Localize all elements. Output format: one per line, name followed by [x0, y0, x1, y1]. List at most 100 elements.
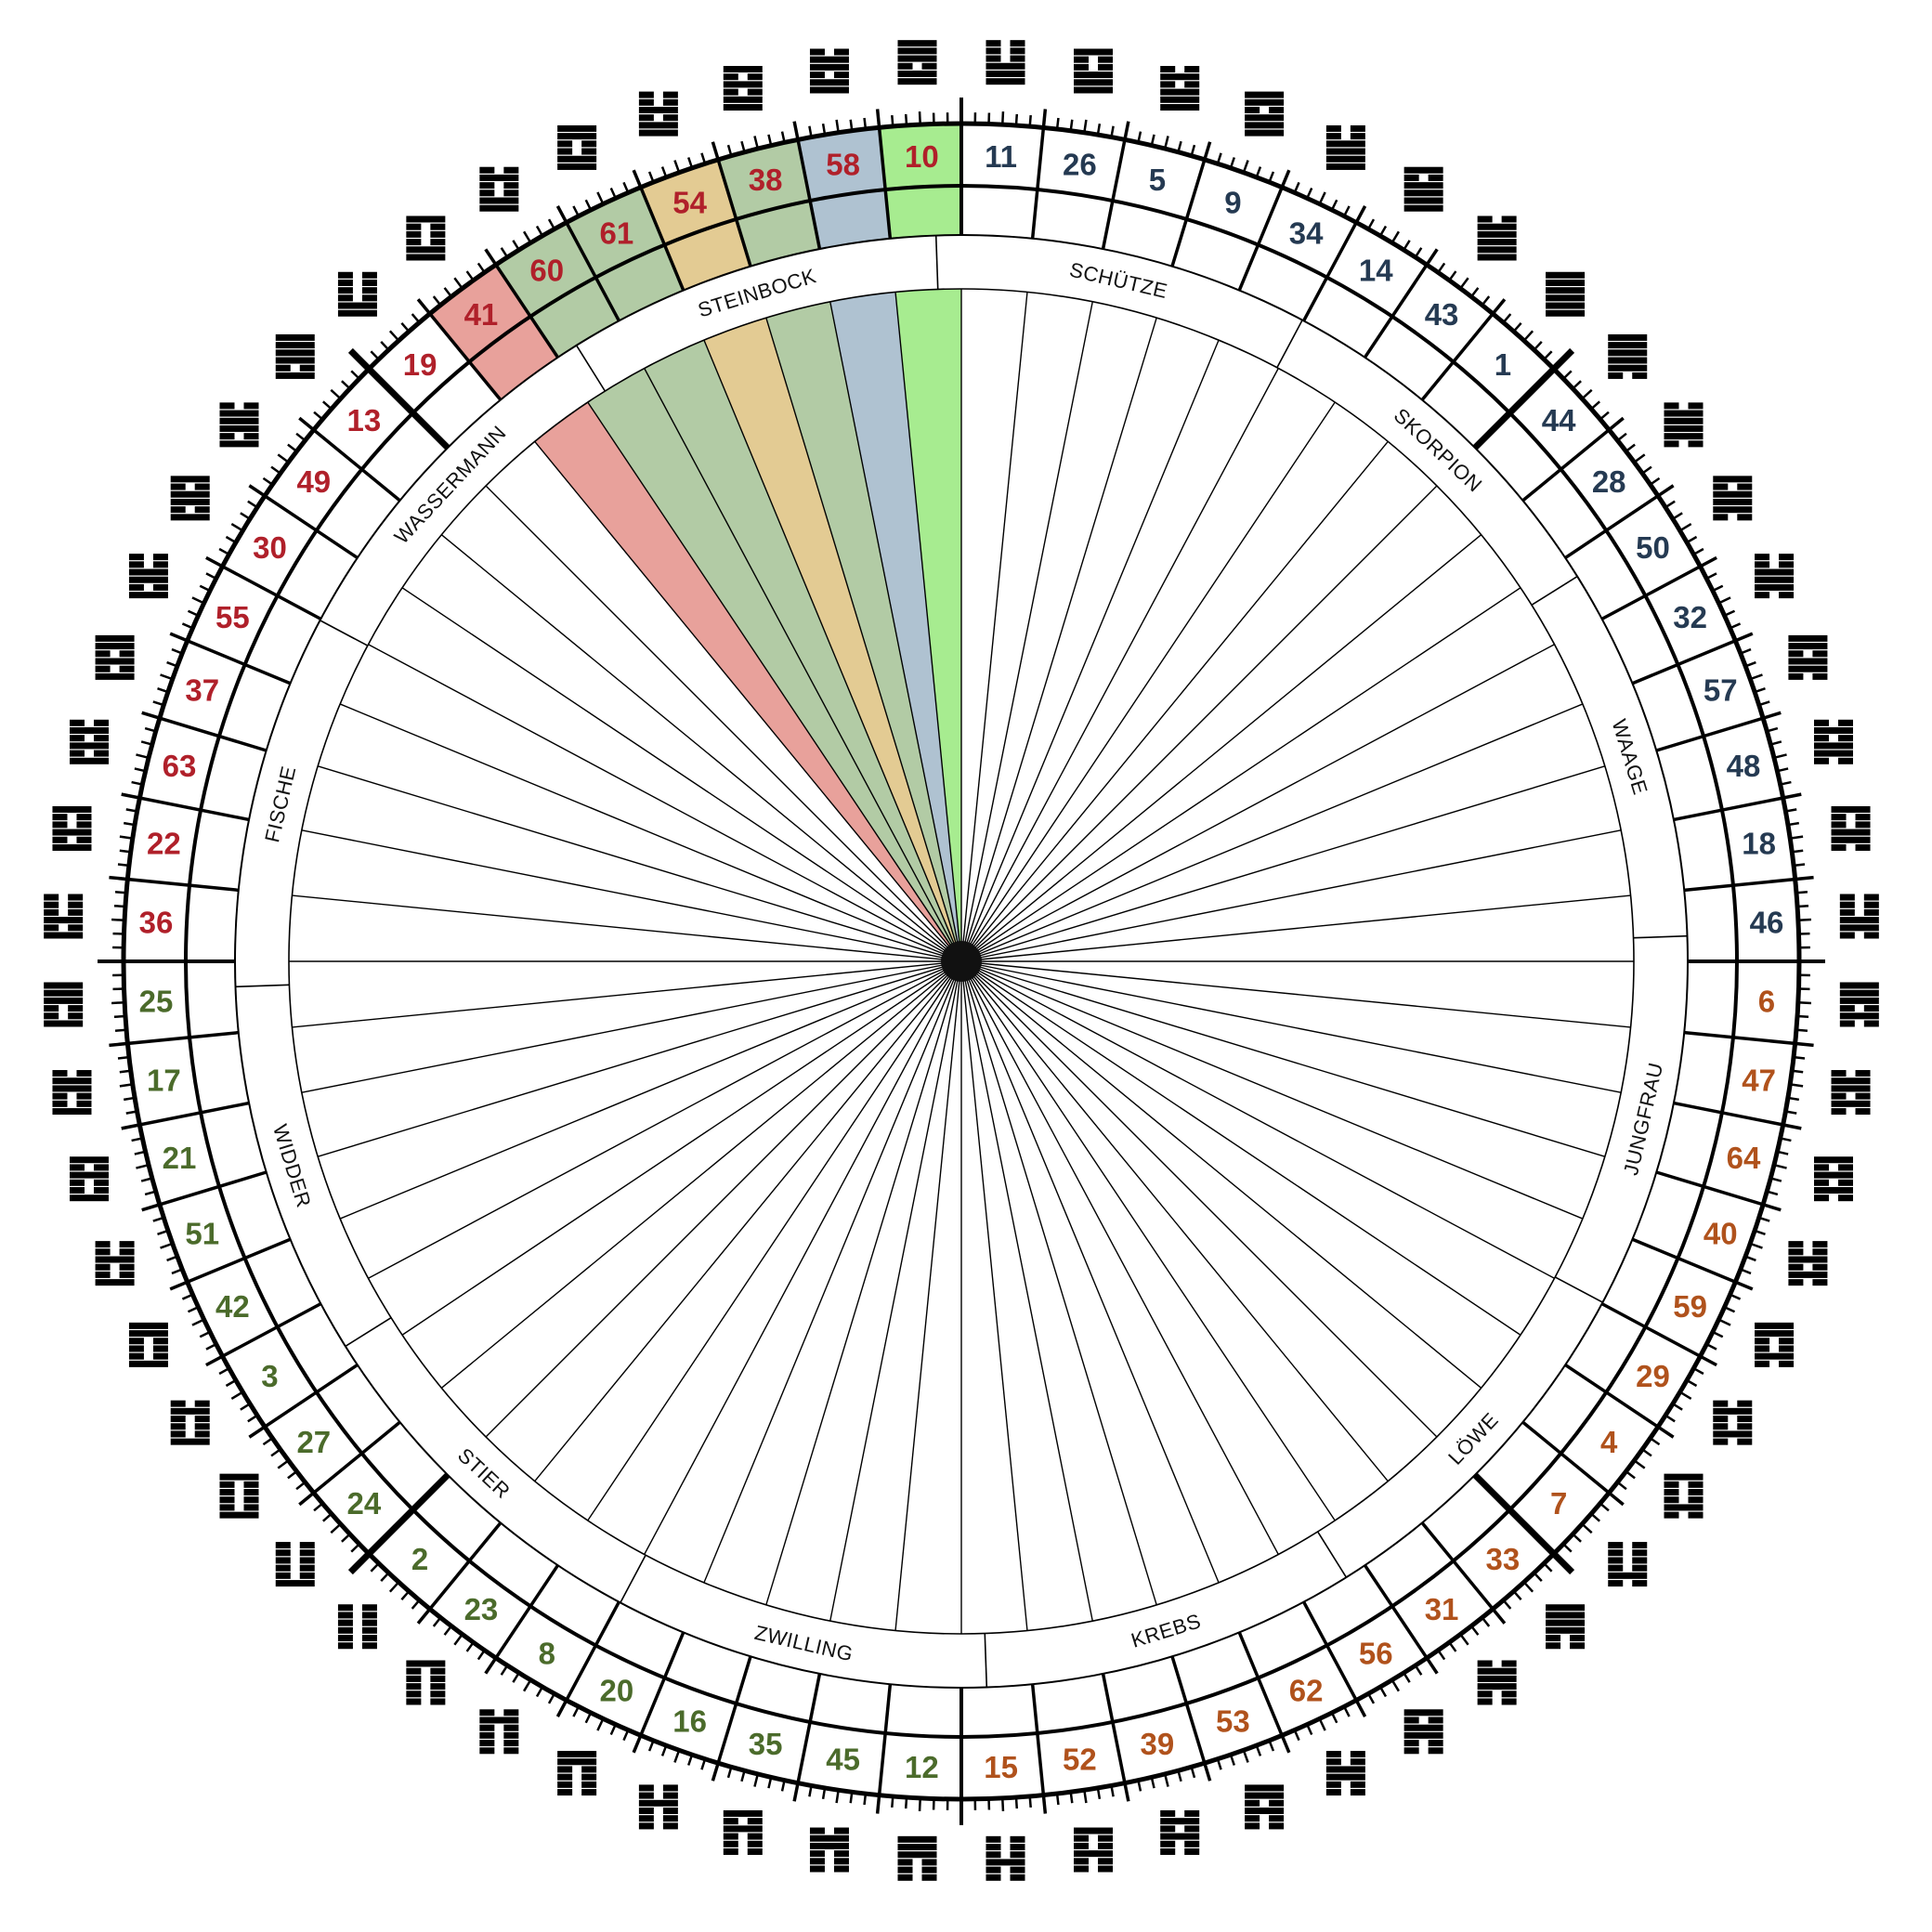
yin-line [1812, 672, 1828, 680]
yin-line [1831, 843, 1847, 851]
yin-line [119, 1248, 135, 1256]
yang-line [44, 932, 84, 939]
gate-number: 26 [1063, 147, 1097, 181]
yin-line [70, 719, 85, 726]
yin-line [1831, 814, 1847, 821]
gate-boundary [416, 298, 503, 401]
yin-line [638, 1808, 654, 1815]
yin-line [128, 1352, 144, 1360]
yin-line [1863, 1005, 1879, 1012]
wedge-line [960, 368, 1279, 962]
yang-line [809, 56, 849, 63]
hexagram-61-icon [557, 124, 597, 170]
gate-wedge-54 [703, 318, 961, 962]
yin-line [337, 287, 353, 294]
gate-boundary [1420, 1521, 1507, 1625]
yin-line [1477, 1660, 1493, 1667]
yin-line [70, 1164, 85, 1171]
yin-line [1608, 1549, 1624, 1557]
yin-line [52, 821, 68, 829]
wedge-line [960, 485, 1438, 962]
yin-line [94, 719, 110, 726]
wedge-line [960, 960, 1279, 1555]
yin-line [275, 1564, 291, 1572]
yin-line [1350, 1758, 1365, 1766]
yin-line [897, 62, 913, 70]
hexagram-26-icon [1074, 48, 1114, 94]
yang-line [1788, 658, 1828, 665]
gate-number: 20 [600, 1674, 634, 1708]
gate-number: 27 [296, 1425, 331, 1459]
yang-line [1813, 726, 1853, 734]
yin-line [243, 1481, 259, 1488]
yang-line [1664, 417, 1704, 424]
gate-boundary [1600, 555, 1717, 620]
hexagram-35-icon [723, 1809, 763, 1855]
hexagram-9-icon [1245, 91, 1285, 137]
yang-line [1403, 1731, 1443, 1739]
yin-line [1837, 1164, 1853, 1171]
wedge-line [644, 960, 962, 1555]
yang-line [723, 1825, 763, 1833]
gate-number: 28 [1592, 464, 1626, 499]
yang-line [1403, 1724, 1443, 1731]
yang-line [52, 1108, 92, 1116]
wedge-line [960, 960, 1606, 1157]
yin-line [1855, 814, 1871, 821]
yang-line [1403, 189, 1443, 197]
gate-cell-10 [879, 124, 961, 190]
yang-line [1713, 1430, 1753, 1438]
yang-line [479, 1717, 519, 1724]
yin-line [1010, 55, 1025, 62]
yang-line [1831, 1077, 1871, 1085]
gate-number: 57 [1704, 673, 1738, 708]
gate-subcell-38 [736, 201, 820, 267]
hexagram-25-icon [44, 982, 84, 1027]
yang-line [95, 672, 135, 680]
yin-line [723, 1833, 738, 1840]
yin-line [503, 1731, 519, 1739]
yin-line [557, 140, 573, 148]
yang-line [809, 63, 849, 71]
yang-line [1245, 98, 1285, 106]
yin-line [337, 279, 353, 286]
yin-line [1788, 1263, 1804, 1271]
yang-line [1160, 1818, 1200, 1825]
gate-number: 17 [147, 1063, 181, 1097]
yin-line [747, 1840, 763, 1847]
yin-line [1688, 1489, 1704, 1496]
yang-line [1074, 72, 1114, 79]
yin-line [581, 140, 597, 148]
wedge-line [644, 368, 962, 962]
yang-line [638, 129, 678, 137]
yin-line [479, 1747, 495, 1755]
yin-line [1184, 1809, 1200, 1817]
zodiac-boundary [1554, 1276, 1603, 1303]
yang-line [557, 1758, 597, 1766]
yin-line [1812, 650, 1828, 658]
yin-line [1713, 1423, 1729, 1430]
yang-line [219, 410, 259, 417]
yin-line [44, 924, 59, 932]
yang-line [986, 62, 1025, 70]
gate-boundary [711, 141, 752, 268]
yin-line [1688, 1496, 1704, 1504]
yin-line [52, 836, 68, 843]
yin-line [219, 1504, 235, 1511]
yin-line [1855, 1092, 1871, 1100]
yin-line [430, 1698, 446, 1705]
yin-line [1812, 1279, 1828, 1286]
yang-line [1325, 155, 1365, 163]
yang-line [1788, 634, 1828, 642]
wedge-line [534, 440, 962, 962]
yin-line [152, 583, 168, 591]
yin-line [1269, 106, 1285, 113]
gate-number: 63 [163, 749, 197, 783]
yin-line [1831, 821, 1847, 829]
yin-line [897, 1859, 913, 1866]
gate-number: 29 [1636, 1359, 1670, 1393]
yang-line [1839, 1012, 1879, 1020]
yin-line [1664, 1511, 1679, 1519]
yin-line [662, 1822, 678, 1830]
gate-boundary [205, 555, 322, 620]
